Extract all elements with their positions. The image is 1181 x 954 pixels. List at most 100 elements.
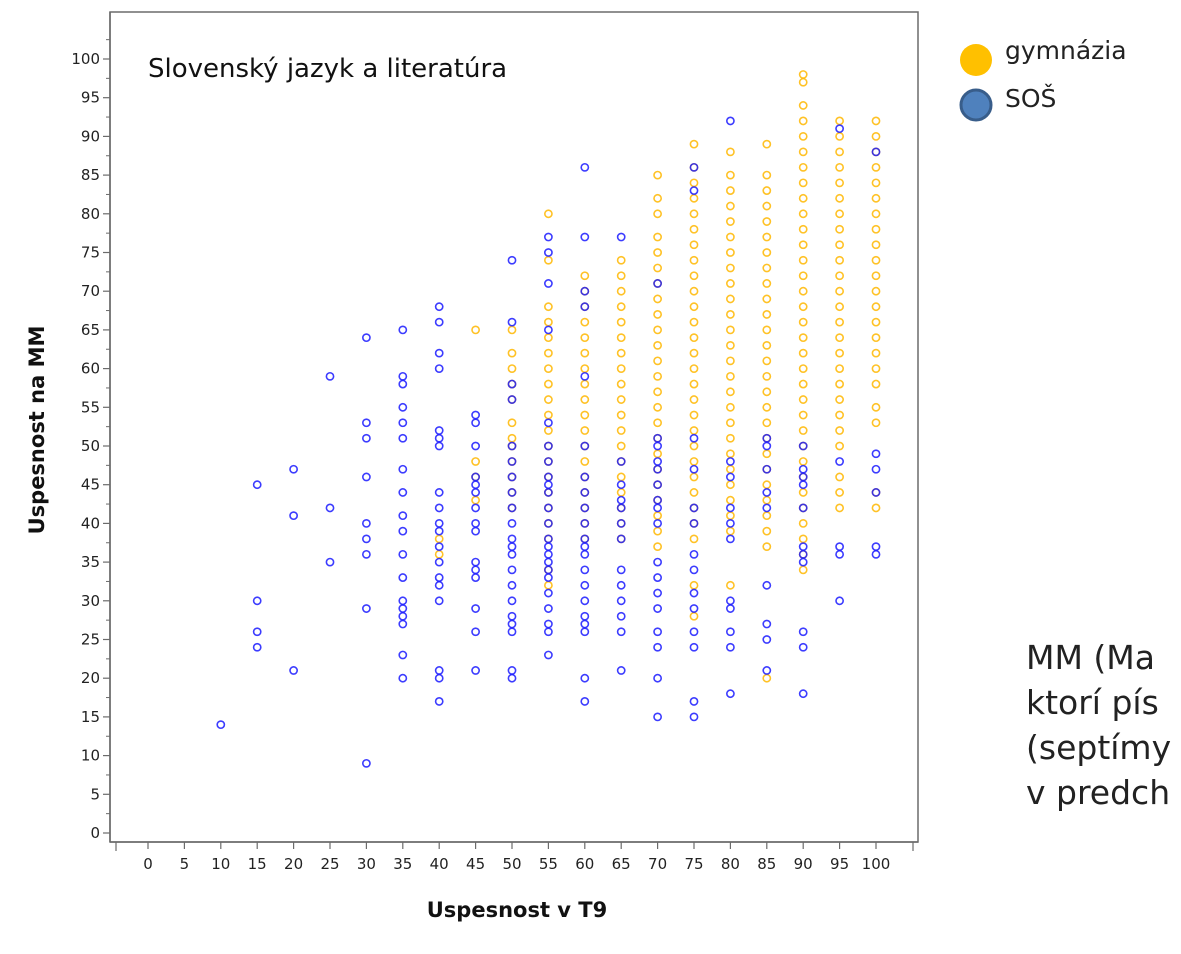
point-sos	[434, 697, 444, 706]
point-gymnazia	[689, 209, 699, 219]
point-gymnazia	[835, 286, 844, 296]
point-gymnazia	[835, 178, 844, 188]
x-tick-label: 80	[721, 855, 740, 873]
point-sos	[726, 503, 735, 513]
point-sos	[653, 604, 662, 613]
point-gymnazia	[580, 348, 590, 358]
point-gymnazia	[726, 402, 735, 412]
point-gymnazia	[871, 178, 881, 188]
point-sos	[507, 549, 517, 559]
point-sos	[398, 464, 408, 474]
point-sos	[689, 519, 699, 528]
point-sos	[616, 611, 626, 621]
x-tick-label: 60	[575, 855, 594, 873]
point-sos	[398, 402, 408, 412]
x-tick-label: 30	[357, 855, 376, 873]
point-sos	[289, 666, 298, 675]
x-tick-label: 15	[248, 855, 267, 873]
point-gymnazia	[798, 426, 808, 435]
point-sos	[507, 441, 517, 451]
point-sos	[507, 457, 517, 466]
point-gymnazia	[762, 279, 772, 288]
point-sos	[580, 565, 590, 575]
point-gymnazia	[471, 457, 480, 466]
point-gymnazia	[762, 542, 772, 552]
point-gymnazia	[835, 348, 844, 358]
point-sos	[871, 464, 881, 474]
point-gymnazia	[653, 310, 662, 319]
point-sos	[689, 186, 699, 195]
point-sos	[507, 395, 517, 404]
point-sos	[580, 441, 590, 451]
point-gymnazia	[835, 224, 844, 234]
point-sos	[471, 573, 480, 582]
point-sos	[580, 580, 590, 590]
point-sos	[616, 627, 626, 637]
point-sos	[726, 689, 735, 699]
point-gymnazia	[762, 310, 772, 319]
point-sos	[507, 596, 517, 606]
point-gymnazia	[616, 271, 626, 281]
point-gymnazia	[798, 255, 808, 265]
point-gymnazia	[726, 387, 735, 397]
x-tick-label: 85	[757, 855, 776, 873]
point-sos	[544, 441, 553, 451]
point-gymnazia	[726, 217, 735, 226]
point-gymnazia	[871, 209, 881, 219]
point-sos	[616, 580, 626, 590]
point-gymnazia	[762, 526, 772, 536]
point-sos	[762, 464, 772, 474]
point-sos	[544, 519, 553, 528]
point-gymnazia	[798, 379, 808, 389]
point-gymnazia	[689, 255, 699, 265]
point-sos	[616, 519, 626, 528]
point-gymnazia	[726, 371, 735, 381]
point-sos	[726, 604, 735, 613]
point-gymnazia	[689, 240, 699, 250]
y-tick-label: 90	[81, 127, 100, 145]
point-sos	[653, 503, 662, 513]
legend-label-gymnazia: gymnázia	[1005, 36, 1127, 65]
point-gymnazia	[616, 364, 626, 373]
point-gymnazia	[726, 248, 735, 257]
point-sos	[616, 503, 626, 513]
point-sos	[471, 488, 480, 497]
point-gymnazia	[653, 294, 662, 304]
point-sos	[689, 464, 699, 474]
point-gymnazia	[798, 193, 808, 203]
point-sos	[616, 666, 626, 675]
point-sos	[689, 565, 699, 575]
point-sos	[798, 503, 808, 513]
point-gymnazia	[762, 294, 772, 304]
point-gymnazia	[798, 286, 808, 296]
x-tick-label: 45	[466, 855, 485, 873]
point-sos	[835, 549, 844, 559]
point-sos	[361, 534, 371, 544]
point-gymnazia	[653, 387, 662, 397]
point-gymnazia	[762, 340, 772, 350]
point-gymnazia	[689, 534, 699, 544]
point-sos	[580, 627, 590, 637]
point-gymnazia	[798, 410, 808, 420]
point-sos	[580, 519, 590, 528]
note-line-3: (septímy	[1026, 728, 1171, 767]
point-gymnazia	[798, 364, 808, 373]
point-sos	[762, 666, 772, 675]
y-tick-label: 5	[90, 785, 100, 803]
point-sos	[398, 549, 408, 559]
point-gymnazia	[835, 209, 844, 219]
point-sos	[653, 573, 662, 582]
point-gymnazia	[580, 457, 590, 466]
point-sos	[689, 642, 699, 652]
point-sos	[689, 604, 699, 613]
point-sos	[252, 642, 262, 652]
point-gymnazia	[762, 201, 772, 211]
point-gymnazia	[544, 348, 553, 358]
axes-layer: 0510152025303540455055606570758085909510…	[71, 12, 918, 873]
y-tick-label: 80	[81, 205, 100, 223]
point-sos	[544, 279, 553, 288]
point-gymnazia	[544, 364, 553, 373]
x-tick-label: 70	[648, 855, 667, 873]
point-sos	[544, 488, 553, 497]
